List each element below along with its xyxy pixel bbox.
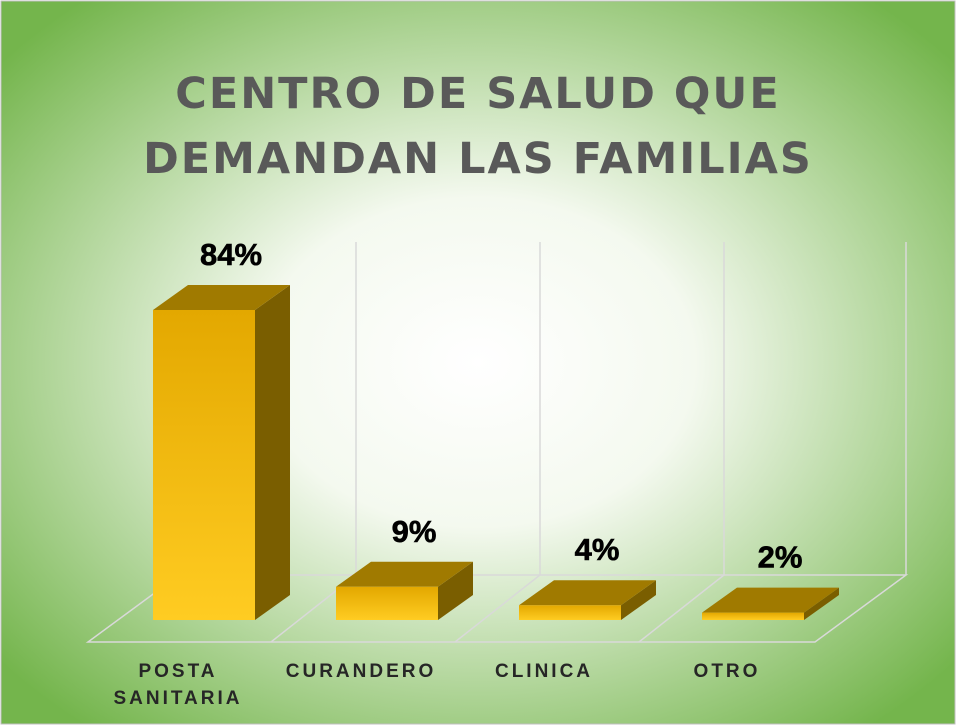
x-tick-label: CURANDERO <box>285 661 437 682</box>
bar-front <box>519 605 621 620</box>
bar-side <box>621 580 656 620</box>
x-tick-label: OTRO <box>693 661 761 682</box>
bar-top <box>519 580 656 606</box>
bar-side <box>804 587 839 620</box>
floor-line <box>454 574 541 643</box>
bar-front <box>336 586 438 620</box>
bar <box>702 587 839 620</box>
bar <box>519 580 656 620</box>
bar-top <box>153 285 290 310</box>
bar-front <box>702 612 804 620</box>
value-label: 4% <box>575 532 620 567</box>
x-tick-label: CLINICA <box>494 661 594 682</box>
bar <box>153 285 290 620</box>
chart-title: CENTRO DE SALUD QUE <box>175 69 780 119</box>
bar-side <box>255 285 290 620</box>
bar-front <box>153 310 255 620</box>
floor-line <box>638 574 725 643</box>
x-tick-label: POSTA SANITARIA <box>113 661 243 709</box>
value-label: 9% <box>392 514 437 549</box>
value-label: 2% <box>758 540 803 575</box>
value-label: 84% <box>200 237 262 272</box>
bar-side <box>438 561 473 620</box>
bar-top <box>336 561 473 587</box>
chart-title: DEMANDAN LAS FAMILIAS <box>143 134 813 184</box>
bar <box>336 561 473 620</box>
bar-top <box>702 587 839 613</box>
